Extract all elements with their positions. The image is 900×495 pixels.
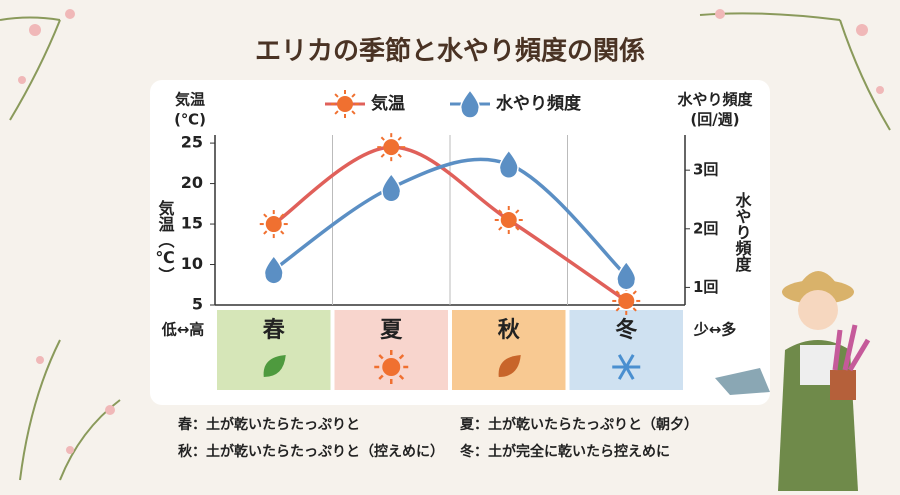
data-point [498, 149, 519, 180]
legend-marker [459, 88, 481, 119]
legend-label: 気温 [370, 93, 405, 114]
y-axis-title: (℃) [174, 111, 206, 129]
data-point [494, 206, 523, 234]
data-point [612, 286, 641, 315]
legend-marker [331, 90, 359, 118]
data-point [377, 133, 406, 162]
note: 夏：土が乾いたらたっぷりと（朝夕） [460, 416, 698, 433]
legend-label: 水やり頻度 [496, 93, 582, 114]
season-icon [498, 355, 521, 377]
y2-axis-title: (回/週) [690, 111, 739, 129]
x-tick-label: 春 [263, 318, 285, 343]
data-point [381, 172, 402, 203]
note: 春：土が乾いたらたっぷりと [177, 416, 360, 433]
y-tick-label: 20 [181, 173, 203, 192]
data-point [263, 254, 284, 285]
season-icon [263, 355, 286, 377]
y2-side-label: 水やり頻度 [733, 191, 752, 273]
season-icon [612, 354, 641, 380]
x-tick-label: 秋 [498, 318, 521, 343]
illustration [715, 271, 871, 491]
y-tick-label: 10 [181, 254, 203, 273]
flowers [18, 9, 884, 454]
y-tick-label: 5 [192, 295, 203, 314]
season-box [569, 310, 683, 390]
scale-note: 低↔高 [161, 321, 205, 339]
y2-tick-label: 1回 [693, 278, 718, 296]
x-tick-label: 冬 [615, 317, 637, 343]
note: 冬：土が完全に乾いたら控えめに [460, 443, 670, 460]
chart-title: エリカの季節と水やり頻度の関係 [255, 36, 645, 67]
data-point [616, 260, 637, 291]
season-box [217, 310, 331, 390]
scale-note: 少↔多 [693, 321, 737, 339]
series-line [272, 157, 628, 277]
x-tick-label: 夏 [380, 318, 403, 343]
y-side-label: 気温（℃） [155, 199, 175, 283]
season-box [452, 310, 566, 390]
season-icon [374, 350, 409, 384]
note: 秋：土が乾いたらたっぷりと（控えめに） [178, 443, 444, 460]
y-axis-title: 気温 [175, 91, 205, 109]
y2-axis-title: 水やり頻度 [677, 91, 753, 109]
y-tick-label: 25 [181, 133, 203, 152]
y2-tick-label: 2回 [693, 219, 718, 237]
y-tick-label: 15 [181, 214, 203, 233]
series-line [272, 145, 628, 303]
y2-tick-label: 3回 [693, 161, 718, 179]
data-point [259, 210, 288, 239]
